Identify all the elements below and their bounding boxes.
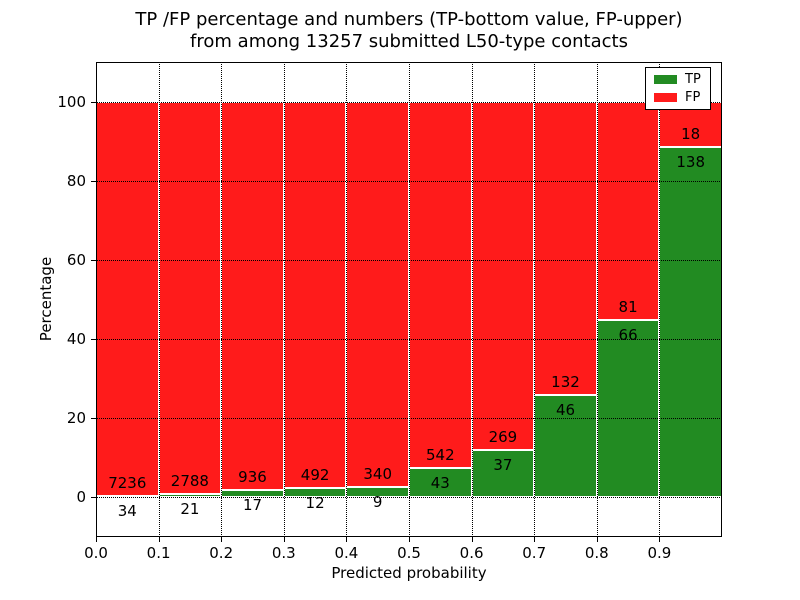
tp-count-label: 46: [555, 401, 576, 420]
x-tick-label: 0.6: [459, 544, 484, 562]
x-gridline: [158, 62, 160, 537]
bar-segment-fp: [158, 101, 222, 495]
legend: TP FP: [645, 67, 711, 110]
y-tick-label: 20: [66, 409, 86, 428]
chart-title-line1: TP /FP percentage and numbers (TP-bottom…: [135, 9, 683, 30]
bar-segment-fp: [283, 101, 347, 488]
y-tick: [91, 339, 96, 341]
x-tick: [283, 537, 285, 542]
x-tick-label: 0.7: [522, 544, 547, 562]
tp-count-label: 43: [430, 474, 450, 493]
bar-segment-fp: [346, 101, 409, 488]
chart-title: TP /FP percentage and numbers (TP-bottom…: [96, 9, 722, 53]
fp-count-label: 542: [425, 446, 455, 465]
legend-entry-fp: FP: [654, 91, 701, 104]
fp-count-label: 2788: [170, 472, 209, 491]
x-tick-label: 0.1: [146, 544, 171, 562]
x-gridline: [659, 62, 661, 537]
x-tick-label: 0.5: [397, 544, 421, 562]
plot-area: TP FP 7236 34 2788 21 936 17 492 12 340 9 542 43 269…: [57, 62, 722, 562]
x-tick: [158, 537, 160, 542]
x-tick: [471, 537, 473, 542]
x-tick-label: 0.8: [584, 544, 609, 562]
x-tick: [346, 537, 348, 542]
tp-count-label: 37: [493, 455, 513, 474]
x-tick: [534, 537, 536, 542]
fp-count-label: 340: [363, 465, 393, 484]
x-tick: [596, 537, 598, 542]
x-gridline: [409, 62, 410, 537]
y-tick: [91, 101, 96, 103]
y-tick: [91, 180, 96, 182]
bar-segment-tp: [534, 395, 597, 498]
tp-legend-swatch: [654, 75, 677, 84]
y-tick-label: 60: [66, 250, 86, 269]
bar-segment-fp: [534, 101, 597, 396]
tp-count-label: 9: [372, 493, 383, 512]
y-tick-label: 40: [66, 330, 86, 349]
bar-segment-fp: [221, 101, 284, 491]
bar-segment-tp: [596, 319, 660, 498]
bar-segment-tp: [659, 147, 722, 498]
fp-legend-label: FP: [685, 90, 701, 105]
x-gridline: [534, 62, 536, 537]
fp-count-label: 81: [618, 297, 638, 316]
x-axis-label: Predicted probability: [331, 564, 487, 582]
x-gridline: [596, 62, 598, 537]
fp-count-label: 269: [488, 427, 518, 446]
y-tick-label: 80: [66, 171, 86, 190]
x-tick-label: 0.4: [334, 544, 359, 562]
x-gridline: [346, 62, 348, 537]
fp-count-label: 18: [681, 125, 701, 144]
legend-entry-tp: TP: [654, 73, 701, 86]
x-gridline: [221, 62, 223, 537]
tp-legend-label: TP: [685, 72, 701, 87]
tp-count-label: 17: [242, 496, 263, 515]
tp-count-label: 66: [618, 325, 638, 344]
x-tick: [659, 537, 661, 542]
x-tick: [96, 537, 97, 542]
y-tick-label: 100: [57, 92, 86, 111]
tp-count-label: 21: [180, 500, 200, 519]
x-tick: [221, 537, 223, 542]
x-tick: [409, 537, 410, 542]
x-gridline: [471, 62, 473, 537]
tp-count-label: 12: [305, 493, 325, 512]
y-tick: [91, 259, 96, 261]
x-tick-label: 0.3: [271, 544, 296, 562]
x-gridline: [283, 62, 285, 537]
fp-count-label: 7236: [108, 473, 147, 492]
bar-segment-fp: [409, 101, 472, 469]
fp-count-label: 132: [551, 373, 580, 392]
tp-count-label: 138: [676, 153, 706, 172]
y-axis-label: Percentage: [37, 256, 55, 342]
y-tick-label: 0: [76, 488, 86, 507]
bar-segment-fp: [471, 101, 535, 450]
y-tick: [91, 418, 96, 420]
x-tick-label: 0.2: [209, 544, 234, 562]
fp-count-label: 936: [238, 468, 267, 487]
x-tick-label: 0.0: [84, 544, 108, 562]
fp-legend-swatch: [654, 93, 677, 102]
bar-segment-fp: [96, 101, 159, 496]
fp-count-label: 492: [300, 465, 330, 484]
tp-count-label: 34: [117, 501, 137, 520]
y-tick: [91, 497, 96, 499]
bar-segment-fp: [596, 101, 660, 320]
chart-title-line2: from among 13257 submitted L50-type cont…: [190, 31, 628, 52]
x-tick-label: 0.9: [647, 544, 672, 562]
